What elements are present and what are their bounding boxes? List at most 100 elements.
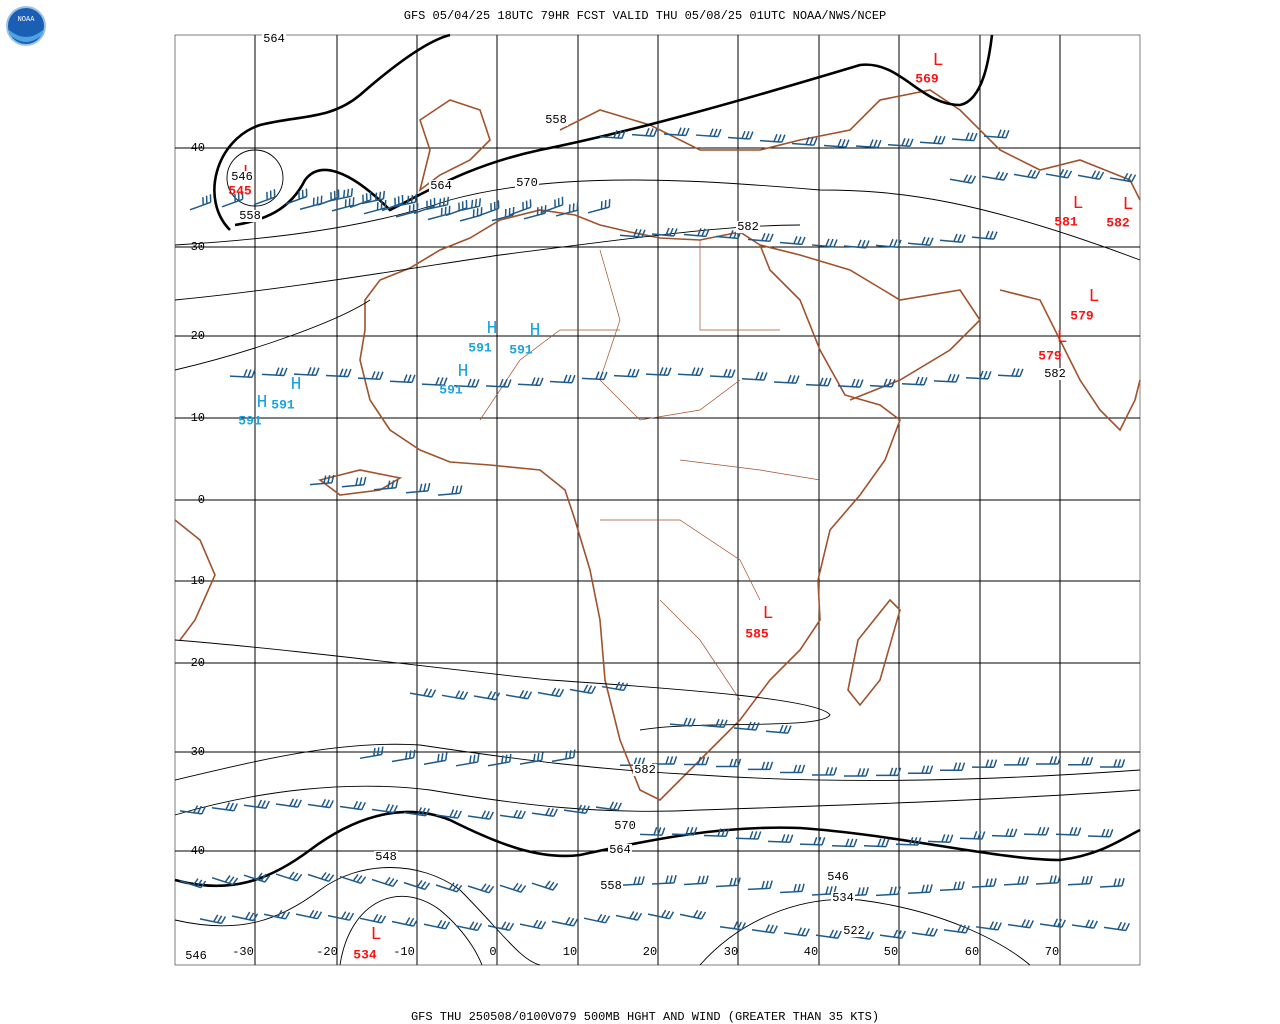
wind-barb (715, 877, 741, 888)
wind-barb (1103, 921, 1130, 932)
contour-546-ring (226, 149, 284, 207)
wind-barb (371, 803, 398, 814)
wind-barb (971, 878, 997, 888)
wind-barb (669, 717, 696, 727)
wind-barb (357, 371, 384, 381)
contour-588-south (174, 639, 831, 731)
wind-barb (339, 800, 366, 811)
wind-barb (965, 370, 992, 380)
wind-barb (569, 684, 597, 695)
wind-barb (459, 207, 483, 222)
high-symbol: H (487, 319, 498, 339)
wind-barb (179, 878, 207, 889)
contour-540-low (339, 895, 483, 966)
wind-barb (939, 762, 966, 771)
wind-barb (683, 228, 710, 238)
contour-label-bg (831, 892, 855, 904)
wind-barb (467, 883, 495, 894)
wind-barb (1067, 875, 1093, 886)
wind-barb (733, 721, 760, 731)
contour-label-bg (599, 880, 623, 892)
cape-verde-shelf (318, 469, 403, 496)
wind-barb (285, 188, 308, 205)
wind-barb (253, 189, 276, 206)
wind-barb (531, 807, 558, 817)
wind-barb (639, 827, 666, 836)
wind-barb (663, 127, 690, 137)
contour-label-bg (842, 925, 866, 937)
contour-label: 582 (737, 220, 759, 234)
wind-barb (445, 199, 468, 217)
longitude-label: 10 (563, 945, 577, 959)
wind-barb (299, 195, 323, 210)
wind-barb (363, 199, 387, 215)
wind-barb (423, 919, 451, 930)
latitude-label: -30 (183, 745, 205, 759)
wind-barb (537, 687, 565, 698)
wind-barb (179, 805, 206, 815)
graticule (175, 35, 1140, 965)
map-caption: GFS THU 250508/0100V079 500MB HGHT AND W… (411, 1010, 879, 1024)
wind-barb (933, 373, 960, 383)
contour-label-bg (262, 33, 286, 45)
high-value: 591 (271, 397, 295, 412)
wind-barb (457, 198, 482, 212)
latitude-label: 30 (191, 240, 205, 254)
wind-barb (371, 876, 399, 888)
wind-barb (395, 203, 419, 218)
wind-barb (751, 924, 778, 934)
wind-barb (437, 485, 463, 496)
wind-barb (563, 804, 590, 814)
contour-label-bg (1043, 368, 1067, 380)
longitude-label: 40 (804, 945, 818, 959)
wind-barb (1071, 919, 1098, 929)
wind-barb (435, 882, 463, 893)
latitude-label: 20 (191, 329, 205, 343)
wind-barb (735, 830, 762, 840)
wind-barb (615, 911, 643, 921)
wind-barb (1035, 874, 1061, 885)
wind-barb (875, 767, 902, 777)
wind-barb (275, 871, 303, 882)
wind-barb (651, 875, 677, 885)
wind-barb (339, 873, 367, 885)
wind-barb (1023, 826, 1050, 836)
wind-barb (679, 909, 707, 920)
low-symbol: L (933, 51, 944, 71)
wind-barb (517, 377, 544, 387)
wind-barb (435, 809, 462, 819)
country-borders (479, 240, 821, 701)
contour-label-bg (184, 950, 208, 962)
wind-barb (799, 836, 826, 846)
wind-barb (1045, 169, 1073, 179)
wind-barb (651, 756, 678, 765)
wind-barb (403, 807, 430, 817)
wind-barb (485, 378, 512, 388)
wind-barb (317, 189, 340, 206)
contour-label: 582 (634, 763, 656, 777)
wind-barb (779, 236, 806, 246)
madagascar-coast (847, 598, 901, 707)
map-title: GFS 05/04/25 18UTC 79HR FCST VALID THU 0… (404, 9, 886, 23)
wind-barb (531, 880, 559, 891)
wind-barb (997, 368, 1024, 378)
wind-barb (391, 917, 419, 927)
wind-barb (715, 758, 742, 768)
low-value: 581 (1054, 214, 1078, 229)
wind-barb (1013, 169, 1041, 179)
wind-barb (361, 190, 386, 205)
wind-barb (275, 798, 302, 808)
wind-barb (551, 916, 579, 927)
wind-barb (901, 376, 928, 386)
wind-barb (805, 377, 832, 387)
wind-barb (1036, 756, 1062, 765)
wind-barb (765, 724, 792, 734)
wind-barb (703, 828, 730, 838)
contour-label-bg (238, 210, 262, 222)
wind-barb (983, 129, 1010, 139)
wind-barb (583, 913, 611, 924)
wind-barb (555, 202, 579, 217)
low-value: 579 (1070, 308, 1094, 323)
wind-barb (1077, 170, 1105, 180)
